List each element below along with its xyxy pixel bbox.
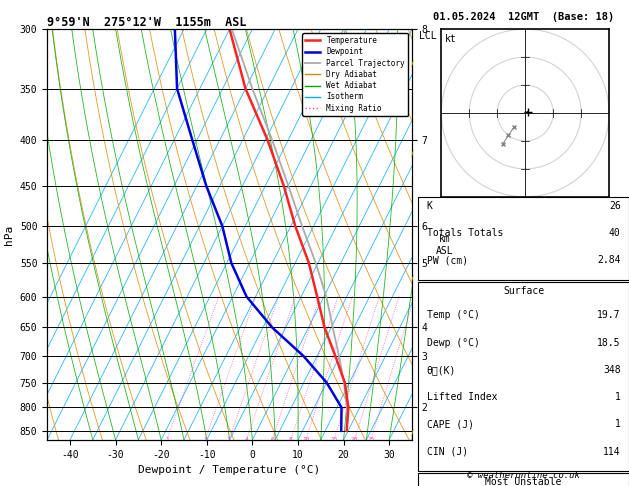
Text: 20: 20 <box>351 437 359 442</box>
Y-axis label: hPa: hPa <box>4 225 14 244</box>
Text: 2.84: 2.84 <box>597 255 621 265</box>
Text: /: / <box>411 429 413 438</box>
Text: 25: 25 <box>367 437 375 442</box>
Text: kt: kt <box>445 34 457 44</box>
Text: 01.05.2024  12GMT  (Base: 18): 01.05.2024 12GMT (Base: 18) <box>433 12 615 22</box>
Text: 26: 26 <box>609 201 621 211</box>
Text: Totals Totals: Totals Totals <box>426 228 503 238</box>
Text: 1: 1 <box>615 419 621 429</box>
Text: 4: 4 <box>245 437 248 442</box>
Text: 18.5: 18.5 <box>597 338 621 347</box>
Bar <box>418 282 629 471</box>
Text: 348: 348 <box>603 365 621 375</box>
Text: Dewp (°C): Dewp (°C) <box>426 338 479 347</box>
Text: 9°59'N  275°12'W  1155m  ASL: 9°59'N 275°12'W 1155m ASL <box>47 16 247 29</box>
Text: 114: 114 <box>603 447 621 456</box>
Text: LCL: LCL <box>419 31 437 41</box>
Text: Lifted Index: Lifted Index <box>426 392 497 402</box>
Text: CAPE (J): CAPE (J) <box>426 419 474 429</box>
Text: 19.7: 19.7 <box>597 311 621 320</box>
Text: /: / <box>411 275 413 284</box>
Text: Most Unstable: Most Unstable <box>486 477 562 486</box>
Legend: Temperature, Dewpoint, Parcel Trajectory, Dry Adiabat, Wet Adiabat, Isotherm, Mi: Temperature, Dewpoint, Parcel Trajectory… <box>302 33 408 116</box>
Text: 40: 40 <box>609 228 621 238</box>
Bar <box>418 473 629 486</box>
Text: PW (cm): PW (cm) <box>426 255 468 265</box>
Text: 3: 3 <box>227 437 231 442</box>
Y-axis label: km
ASL: km ASL <box>435 235 453 256</box>
Text: /: / <box>411 59 413 69</box>
Text: 10: 10 <box>302 437 309 442</box>
Text: 1: 1 <box>615 392 621 402</box>
Text: 6: 6 <box>270 437 274 442</box>
Text: 2: 2 <box>203 437 207 442</box>
Text: Surface: Surface <box>503 286 544 296</box>
Bar <box>418 197 629 279</box>
Text: © weatheronline.co.uk: © weatheronline.co.uk <box>467 471 580 480</box>
Text: 15: 15 <box>330 437 338 442</box>
Text: Temp (°C): Temp (°C) <box>426 311 479 320</box>
Text: /: / <box>411 149 413 158</box>
Text: θᴇ(K): θᴇ(K) <box>426 365 456 375</box>
Text: CIN (J): CIN (J) <box>426 447 468 456</box>
Text: 1: 1 <box>165 437 169 442</box>
Text: 8: 8 <box>289 437 292 442</box>
Text: K: K <box>426 201 433 211</box>
X-axis label: Dewpoint / Temperature (°C): Dewpoint / Temperature (°C) <box>138 465 321 475</box>
